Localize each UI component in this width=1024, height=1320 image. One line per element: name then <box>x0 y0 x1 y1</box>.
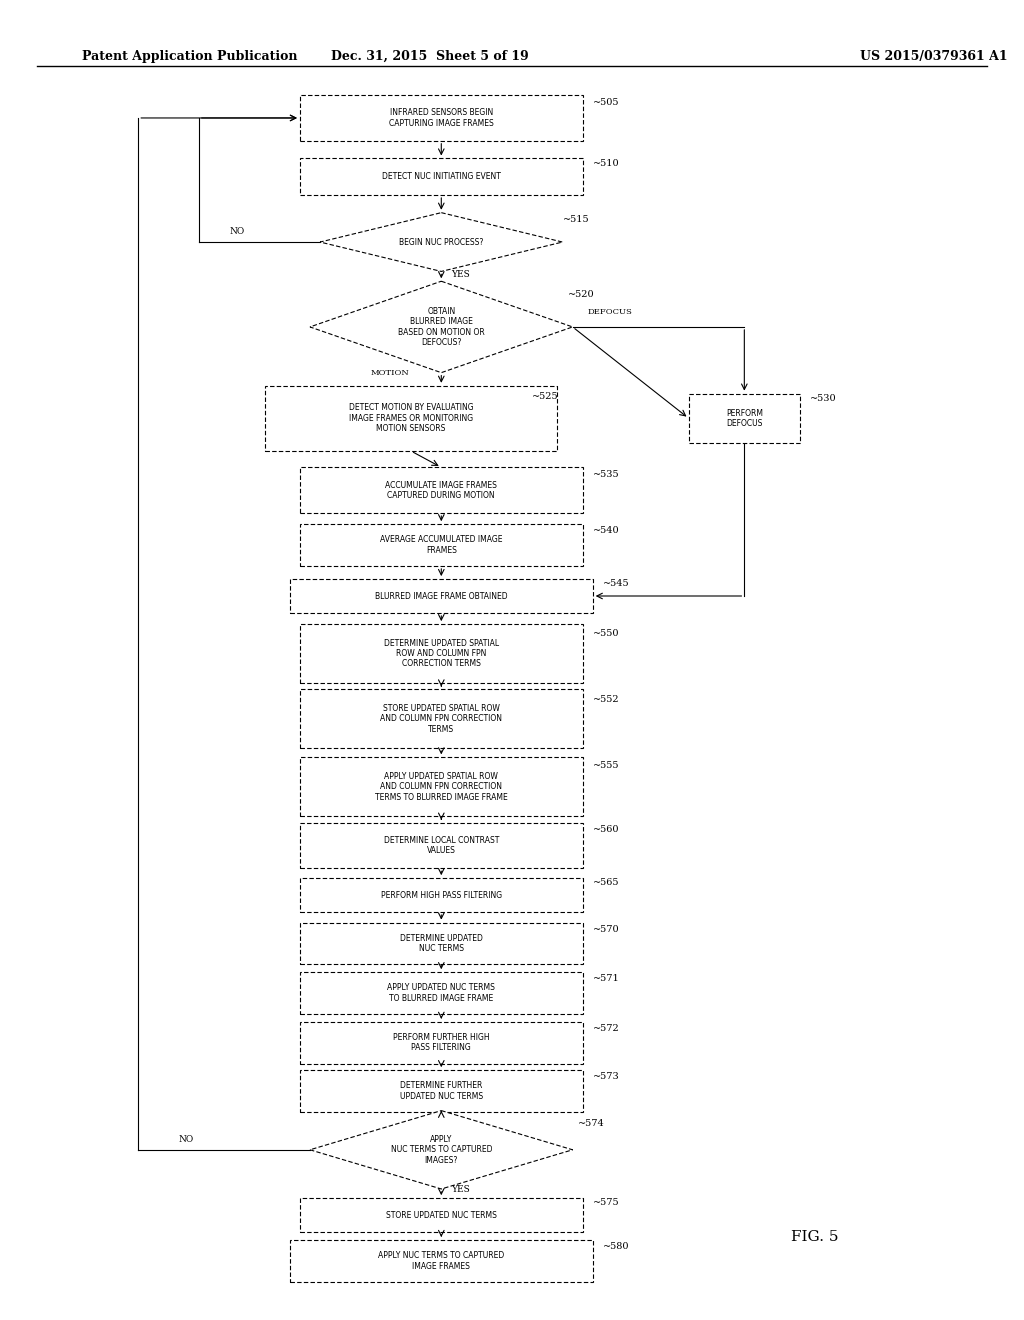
Text: ~565: ~565 <box>593 878 620 887</box>
Text: DETERMINE UPDATED
NUC TERMS: DETERMINE UPDATED NUC TERMS <box>399 933 482 953</box>
Text: ~505: ~505 <box>593 98 620 107</box>
Text: STORE UPDATED SPATIAL ROW
AND COLUMN FPN CORRECTION
TERMS: STORE UPDATED SPATIAL ROW AND COLUMN FPN… <box>380 704 503 734</box>
Text: ~520: ~520 <box>567 290 594 298</box>
FancyBboxPatch shape <box>300 972 583 1014</box>
Polygon shape <box>310 281 572 372</box>
Text: PERFORM
DEFOCUS: PERFORM DEFOCUS <box>726 409 763 428</box>
Text: ~570: ~570 <box>593 925 620 933</box>
Text: DETECT NUC INITIATING EVENT: DETECT NUC INITIATING EVENT <box>382 172 501 181</box>
FancyBboxPatch shape <box>300 822 583 869</box>
FancyBboxPatch shape <box>300 95 583 141</box>
Text: ~573: ~573 <box>593 1072 620 1081</box>
Text: ~535: ~535 <box>593 470 620 479</box>
FancyBboxPatch shape <box>689 393 800 444</box>
FancyBboxPatch shape <box>290 1239 593 1282</box>
Text: ~580: ~580 <box>603 1242 630 1251</box>
Text: ~574: ~574 <box>578 1119 604 1129</box>
Text: ~525: ~525 <box>532 392 559 401</box>
FancyBboxPatch shape <box>300 1199 583 1232</box>
Text: US 2015/0379361 A1: US 2015/0379361 A1 <box>860 50 1008 63</box>
FancyBboxPatch shape <box>300 878 583 912</box>
FancyBboxPatch shape <box>300 467 583 513</box>
FancyBboxPatch shape <box>300 1071 583 1111</box>
Polygon shape <box>310 1110 572 1189</box>
Text: MOTION: MOTION <box>371 370 410 378</box>
Polygon shape <box>321 213 562 272</box>
FancyBboxPatch shape <box>300 758 583 816</box>
Text: FIG. 5: FIG. 5 <box>792 1230 839 1245</box>
Text: DETERMINE UPDATED SPATIAL
ROW AND COLUMN FPN
CORRECTION TERMS: DETERMINE UPDATED SPATIAL ROW AND COLUMN… <box>384 639 499 668</box>
Text: DETERMINE LOCAL CONTRAST
VALUES: DETERMINE LOCAL CONTRAST VALUES <box>384 836 499 855</box>
Text: ~530: ~530 <box>810 395 837 404</box>
Text: BEGIN NUC PROCESS?: BEGIN NUC PROCESS? <box>399 238 483 247</box>
Text: Patent Application Publication: Patent Application Publication <box>82 50 297 63</box>
Text: YES: YES <box>452 1184 470 1193</box>
Text: ACCUMULATE IMAGE FRAMES
CAPTURED DURING MOTION: ACCUMULATE IMAGE FRAMES CAPTURED DURING … <box>385 480 498 500</box>
Text: PERFORM HIGH PASS FILTERING: PERFORM HIGH PASS FILTERING <box>381 891 502 900</box>
Text: BLURRED IMAGE FRAME OBTAINED: BLURRED IMAGE FRAME OBTAINED <box>375 591 508 601</box>
FancyBboxPatch shape <box>300 1022 583 1064</box>
Text: APPLY NUC TERMS TO CAPTURED
IMAGE FRAMES: APPLY NUC TERMS TO CAPTURED IMAGE FRAMES <box>378 1251 505 1271</box>
Text: ~545: ~545 <box>603 578 630 587</box>
Text: ~571: ~571 <box>593 974 620 983</box>
FancyBboxPatch shape <box>300 923 583 965</box>
Text: ~550: ~550 <box>593 630 620 639</box>
Text: STORE UPDATED NUC TERMS: STORE UPDATED NUC TERMS <box>386 1210 497 1220</box>
Text: APPLY UPDATED NUC TERMS
TO BLURRED IMAGE FRAME: APPLY UPDATED NUC TERMS TO BLURRED IMAGE… <box>387 983 496 1003</box>
Text: ~572: ~572 <box>593 1024 620 1034</box>
Text: OBTAIN
BLURRED IMAGE
BASED ON MOTION OR
DEFOCUS?: OBTAIN BLURRED IMAGE BASED ON MOTION OR … <box>398 306 484 347</box>
Text: YES: YES <box>452 271 470 280</box>
Text: APPLY UPDATED SPATIAL ROW
AND COLUMN FPN CORRECTION
TERMS TO BLURRED IMAGE FRAME: APPLY UPDATED SPATIAL ROW AND COLUMN FPN… <box>375 772 508 801</box>
Text: APPLY
NUC TERMS TO CAPTURED
IMAGES?: APPLY NUC TERMS TO CAPTURED IMAGES? <box>390 1135 493 1164</box>
Text: INFRARED SENSORS BEGIN
CAPTURING IMAGE FRAMES: INFRARED SENSORS BEGIN CAPTURING IMAGE F… <box>389 108 494 128</box>
FancyBboxPatch shape <box>300 624 583 682</box>
Text: DETECT MOTION BY EVALUATING
IMAGE FRAMES OR MONITORING
MOTION SENSORS: DETECT MOTION BY EVALUATING IMAGE FRAMES… <box>349 404 473 433</box>
Text: NO: NO <box>178 1135 194 1144</box>
FancyBboxPatch shape <box>300 524 583 566</box>
Text: ~552: ~552 <box>593 694 620 704</box>
FancyBboxPatch shape <box>264 385 557 451</box>
Text: ~555: ~555 <box>593 762 620 771</box>
FancyBboxPatch shape <box>290 579 593 612</box>
Text: ~510: ~510 <box>593 160 620 168</box>
Text: ~540: ~540 <box>593 527 620 536</box>
FancyBboxPatch shape <box>300 689 583 748</box>
Text: AVERAGE ACCUMULATED IMAGE
FRAMES: AVERAGE ACCUMULATED IMAGE FRAMES <box>380 536 503 554</box>
Text: ~560: ~560 <box>593 825 620 834</box>
Text: ~575: ~575 <box>593 1197 620 1206</box>
Text: DEFOCUS: DEFOCUS <box>588 308 633 315</box>
Text: NO: NO <box>229 227 245 236</box>
FancyBboxPatch shape <box>300 158 583 195</box>
Text: DETERMINE FURTHER
UPDATED NUC TERMS: DETERMINE FURTHER UPDATED NUC TERMS <box>399 1081 483 1101</box>
Text: Dec. 31, 2015  Sheet 5 of 19: Dec. 31, 2015 Sheet 5 of 19 <box>331 50 529 63</box>
Text: PERFORM FURTHER HIGH
PASS FILTERING: PERFORM FURTHER HIGH PASS FILTERING <box>393 1034 489 1052</box>
Text: ~515: ~515 <box>562 215 589 224</box>
